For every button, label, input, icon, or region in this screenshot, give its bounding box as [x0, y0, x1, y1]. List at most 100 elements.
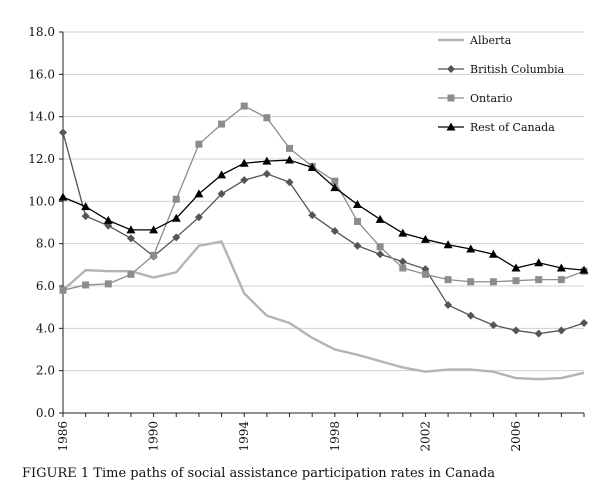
data-point-british-columbia: [580, 319, 588, 328]
plot-area: [58, 102, 589, 381]
legend-item-ontario: Ontario: [438, 92, 513, 105]
legend-label: Ontario: [470, 92, 513, 105]
y-tick-label: 16.0: [28, 67, 55, 81]
data-point-british-columbia: [330, 226, 339, 235]
data-point-british-columbia: [194, 213, 203, 222]
data-point-rest-of-canada: [466, 244, 476, 253]
data-point-ontario: [127, 270, 135, 278]
series-line-alberta: [62, 240, 585, 381]
data-point-british-columbia: [285, 178, 294, 187]
x-tick-label: 2002: [418, 421, 432, 452]
data-point-rest-of-canada: [81, 202, 91, 211]
y-tick-label: 6.0: [36, 279, 55, 293]
y-tick-label: 10.0: [28, 194, 55, 208]
data-point-rest-of-canada: [103, 215, 113, 224]
x-tick-label: 1986: [56, 421, 70, 452]
legend-swatch-marker: [446, 122, 456, 131]
y-tick-label: 4.0: [36, 321, 55, 335]
series-rest-of-canada: [58, 155, 589, 274]
data-point-british-columbia: [512, 326, 521, 335]
data-point-ontario: [59, 286, 67, 294]
data-point-british-columbia: [59, 128, 67, 137]
data-point-british-columbia: [398, 257, 407, 266]
series-british-columbia: [59, 128, 588, 338]
data-point-ontario: [82, 281, 90, 289]
x-tick-label: 2006: [509, 421, 523, 452]
data-point-british-columbia: [240, 176, 249, 185]
data-point-ontario: [399, 264, 407, 272]
data-point-rest-of-canada: [398, 228, 408, 237]
y-tick-label: 12.0: [28, 152, 55, 166]
figure-caption: FIGURE 1 Time paths of social assistance…: [22, 466, 496, 481]
data-point-ontario: [218, 120, 226, 128]
legend-label: British Columbia: [470, 63, 565, 76]
data-point-rest-of-canada: [352, 200, 362, 209]
data-point-rest-of-canada: [375, 214, 385, 223]
gridlines: [63, 31, 584, 414]
data-point-british-columbia: [172, 233, 181, 242]
legend-item-alberta: Alberta: [438, 34, 512, 47]
data-point-british-columbia: [262, 169, 271, 178]
data-point-ontario: [104, 280, 112, 288]
data-point-ontario: [263, 114, 271, 122]
y-tick-label: 18.0: [28, 25, 55, 39]
data-point-british-columbia: [534, 329, 543, 338]
data-point-rest-of-canada: [420, 234, 430, 243]
data-point-ontario: [535, 276, 543, 284]
x-tick-label: 1998: [328, 421, 342, 452]
legend: Alberta British Columbia Ontario Rest of Ca…: [438, 34, 565, 134]
data-point-ontario: [512, 277, 520, 285]
data-point-rest-of-canada: [511, 263, 521, 272]
legend-swatch-marker: [447, 94, 455, 102]
data-point-rest-of-canada: [443, 240, 453, 249]
y-tick-label: 0.0: [36, 406, 55, 420]
y-tick-label: 2.0: [36, 364, 55, 378]
series-alberta: [62, 240, 585, 381]
data-point-ontario: [172, 195, 180, 203]
y-tick-labels: 0.0 2.0 4.0 6.0 8.0 10.0 12.0 14.0 16.0 18.0: [28, 25, 55, 420]
x-tick-label: 1990: [147, 421, 161, 452]
data-point-ontario: [467, 278, 475, 286]
data-point-ontario: [557, 276, 565, 284]
x-tick-label: 1994: [237, 421, 251, 452]
data-point-british-columbia: [376, 250, 385, 259]
data-point-rest-of-canada: [330, 183, 340, 192]
data-point-british-columbia: [217, 189, 226, 198]
data-point-rest-of-canada: [171, 213, 181, 222]
data-point-rest-of-canada: [488, 249, 498, 258]
data-point-ontario: [444, 276, 452, 284]
data-point-ontario: [489, 278, 497, 286]
data-point-british-columbia: [489, 321, 498, 330]
data-point-rest-of-canada: [194, 189, 204, 198]
data-point-rest-of-canada: [307, 162, 317, 171]
data-point-british-columbia: [444, 301, 453, 310]
data-point-rest-of-canada: [149, 225, 159, 234]
data-point-rest-of-canada: [262, 156, 272, 165]
data-point-ontario: [421, 270, 429, 278]
data-point-ontario: [150, 251, 158, 259]
y-tick-label: 14.0: [28, 110, 55, 124]
data-point-british-columbia: [466, 311, 475, 320]
data-point-rest-of-canada: [239, 158, 249, 167]
legend-item-british-columbia: British Columbia: [438, 63, 565, 76]
data-point-ontario: [353, 217, 361, 225]
data-point-rest-of-canada: [126, 225, 136, 234]
line-chart: 0.0 2.0 4.0 6.0 8.0 10.0 12.0 14.0 16.0 18.0 1986…: [28, 25, 589, 452]
legend-label: Alberta: [469, 34, 512, 47]
data-point-ontario: [331, 177, 339, 185]
data-point-rest-of-canada: [58, 192, 68, 201]
data-point-british-columbia: [308, 211, 317, 220]
data-point-ontario: [195, 140, 203, 148]
axes: [59, 31, 585, 417]
data-point-rest-of-canada: [285, 155, 295, 164]
y-tick-label: 8.0: [36, 237, 55, 251]
data-point-rest-of-canada: [556, 263, 566, 272]
legend-item-rest-of-canada: Rest of Canada: [438, 121, 555, 134]
data-point-british-columbia: [81, 212, 90, 221]
series-ontario: [59, 102, 588, 294]
data-point-rest-of-canada: [217, 170, 227, 179]
x-tick-labels: 1986 1990 1994 1998 2002 2006: [56, 421, 523, 452]
data-point-british-columbia: [353, 241, 362, 250]
series-line-ontario: [62, 105, 585, 291]
data-point-ontario: [286, 144, 294, 152]
